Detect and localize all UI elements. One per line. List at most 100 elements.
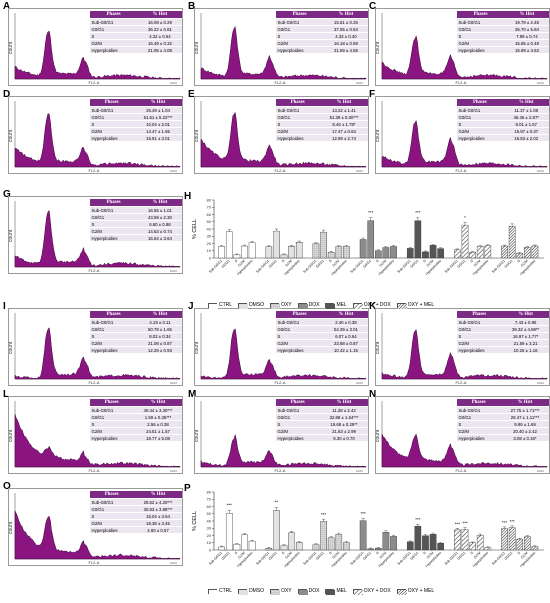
- phase-value: 6.07 ± 0.64: [323, 332, 368, 340]
- histogram-panel-j: count FL2-A 1024 Phases% Hist Sub-G0/G1 2.40 …: [194, 308, 369, 386]
- phase-value: 28.47 ± 1.11***: [500, 413, 549, 421]
- bar: [454, 529, 461, 551]
- x-tick-label: G2/M: [284, 551, 293, 560]
- phase-table-header: Phases% Hist: [275, 399, 368, 407]
- phase-value: 16.08 ± 0.29: [137, 18, 182, 26]
- histogram-plot: [14, 401, 181, 468]
- phase-name: S: [89, 332, 138, 340]
- panel-letter: H: [184, 191, 192, 202]
- phase-value: 36.22 ± 0.81: [137, 25, 182, 33]
- phase-name: Sub-G0/G1: [89, 406, 134, 414]
- significance-mark: ***: [502, 520, 508, 525]
- phase-value: 8.01 ± 1.67: [503, 120, 549, 128]
- phase-value: 15.91 ± 3.01: [133, 134, 182, 141]
- histogram-panel-m: count FL2-A 1024 Phases% Hist Sub-G0/G1 11.28…: [194, 396, 369, 474]
- phase-table-row: S 15.04 ± 3.54: [89, 512, 182, 520]
- phase-table-row: G0/G1 51.39 ± 5.00***: [275, 113, 368, 121]
- y-tick-label: 0: [209, 255, 212, 260]
- phase-table-row: G2/M 21.08 ± 0.87: [89, 339, 182, 347]
- histogram-xmax-tick: 1024: [537, 469, 544, 473]
- bar: [335, 246, 343, 259]
- histogram-panel-l: count FL2-A 1024 Phases% Hist Sub-G0/G1 40.44…: [8, 396, 183, 474]
- phase-table: Phases% Hist Sub-G0/G1 13.22 ± 1.41 G0/G1 51…: [275, 99, 368, 141]
- phase-value: 45.36 ± 2.87*: [503, 113, 549, 121]
- bar: [343, 542, 350, 551]
- hist-header: % Hist: [137, 11, 182, 19]
- phase-name: Sub-G0/G1: [456, 18, 505, 26]
- histogram-panel-b: count FL2-A 1024 Phases% Hist Sub-G0/G1 15.61…: [194, 8, 369, 86]
- legend-label: DMSO: [249, 588, 265, 594]
- bar: [359, 239, 367, 259]
- histogram-xmax-tick: 1024: [170, 381, 177, 385]
- phase-name: Hyperploidies: [275, 46, 324, 53]
- phase-name: G0/G1: [456, 325, 502, 333]
- phase-name: Sub-G0/G1: [456, 318, 502, 326]
- phase-name: G2/M: [89, 519, 134, 527]
- bar: [461, 224, 469, 259]
- significance-mark: ***: [227, 503, 233, 508]
- legend-label: OXY: [281, 588, 292, 594]
- phase-value: 27.75 ± 1.71***: [500, 406, 549, 414]
- phase-name: G0/G1: [275, 113, 320, 121]
- legend-item: CTRL: [208, 588, 232, 595]
- phase-value: 17.47 ± 0.63: [319, 127, 368, 135]
- x-tick-label: S: [234, 258, 239, 263]
- phase-name: G0/G1: [275, 413, 320, 421]
- phase-table-row: Hyperploidies 10.26 ± 1.16: [456, 346, 549, 353]
- histogram-ylabel: count: [194, 41, 200, 54]
- phase-table: Phases% Hist Sub-G0/G1 40.44 ± 3.30*** G0/G…: [89, 399, 182, 441]
- histogram-plot: [14, 493, 181, 560]
- panel-letter: M: [188, 389, 197, 400]
- phase-name: G0/G1: [89, 325, 138, 333]
- phase-value: 51.51 ± 5.22***: [133, 113, 182, 121]
- histogram-panel-c: count FL2-A 1024 Phases% Hist Sub-G0/G1 19.78…: [375, 8, 550, 86]
- phases-header: Phases: [89, 491, 134, 499]
- histogram-ylabel: count: [194, 341, 200, 354]
- phase-name: Hyperploidies: [89, 46, 138, 53]
- phase-table-row: S 4.33 ± 0.40: [275, 32, 368, 40]
- phase-name: G2/M: [275, 339, 324, 347]
- phase-table-header: Phases% Hist: [456, 311, 549, 319]
- phase-name: G0/G1: [456, 113, 504, 121]
- histogram-ylabel: count: [8, 229, 14, 242]
- bar: [320, 521, 327, 551]
- panel-letter: L: [3, 389, 10, 400]
- bar: [501, 245, 508, 259]
- phase-value: 9.96 ± 1.69: [500, 420, 549, 428]
- bar: [280, 254, 288, 259]
- phase-name: Hyperploidies: [456, 46, 505, 53]
- bar: [233, 254, 241, 259]
- phase-table-row: Sub-G0/G1 16.55 ± 1.01: [89, 206, 182, 214]
- phase-table-row: Hyperploidies 16.64 ± 3.64: [89, 234, 182, 241]
- phase-table: Phases% Hist Sub-G0/G1 25.49 ± 1.04 G0/G1 51…: [89, 99, 182, 141]
- legend-item: DMSO: [238, 588, 265, 595]
- histogram-ylabel: count: [194, 129, 200, 142]
- phase-table-row: S 10.04 ± 2.01: [89, 120, 182, 128]
- histogram-xmax-tick: 1024: [356, 469, 363, 473]
- legend-label: DOX: [308, 588, 320, 594]
- phases-header: Phases: [275, 11, 324, 19]
- phase-table-row: G2/M 21.63 ± 2.99: [275, 427, 368, 435]
- histogram-area: [200, 434, 367, 468]
- hist-header: % Hist: [133, 99, 182, 107]
- y-tick-label: 10: [207, 540, 212, 545]
- x-tick-label: S: [281, 550, 286, 555]
- phase-table-header: Phases% Hist: [456, 399, 549, 407]
- bar: [265, 548, 273, 551]
- phase-name: S: [89, 120, 134, 128]
- bar: [516, 253, 524, 259]
- phase-name: G2/M: [456, 339, 502, 347]
- histogram-panel-o: count FL2-A 1024 Phases% Hist Sub-G0/G1 29.52…: [8, 488, 183, 566]
- phase-value: 35.70 ± 5.84: [504, 25, 549, 33]
- x-tick-label: G2/M: [237, 551, 246, 560]
- histogram-xmax-tick: 1024: [356, 381, 363, 385]
- phase-value: 14.47 ± 1.65: [133, 127, 182, 135]
- phase-table: Phases% Hist Sub-G0/G1 11.37 ± 1.08 G0/G1 45…: [456, 99, 549, 141]
- legend-item: DMSO: [238, 302, 264, 309]
- y-tick-label: 70: [207, 497, 212, 502]
- phase-table-row: S 7.99 ± 0.74: [456, 32, 549, 40]
- histogram-plot: [200, 101, 367, 168]
- y-tick-label: 80: [207, 489, 212, 494]
- legend-swatch: [325, 588, 336, 595]
